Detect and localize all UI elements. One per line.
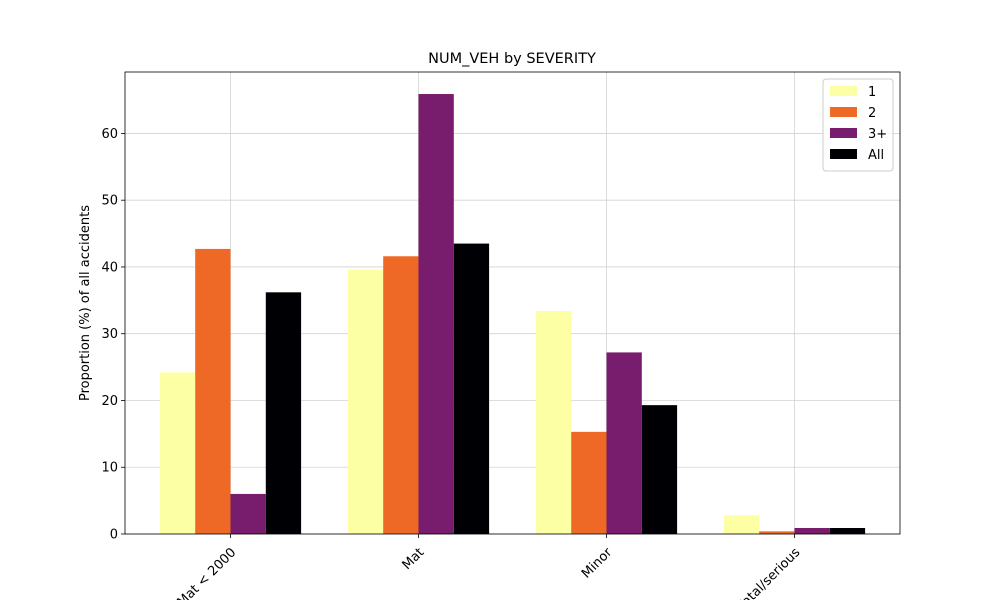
y-axis: 0 10 20 30 40 50 60 <box>101 127 125 543</box>
bars <box>159 94 866 534</box>
bar <box>230 493 266 534</box>
x-tick-label: Mat <box>400 545 428 573</box>
bar <box>759 531 795 534</box>
legend-swatch <box>830 128 857 138</box>
x-tick-label: Fatal/serious <box>735 545 804 600</box>
legend-label: 2 <box>868 106 876 121</box>
y-tick-label: 30 <box>101 327 118 342</box>
y-tick-label: 60 <box>101 127 118 142</box>
x-tick-label: Mat < 2000 <box>175 545 240 600</box>
grid <box>125 72 900 535</box>
legend-frame <box>822 78 894 172</box>
bar <box>571 431 607 534</box>
plot-frame <box>124 71 901 535</box>
legend-swatch <box>830 107 857 117</box>
y-tick-label: 40 <box>101 260 118 275</box>
x-tick-label: Minor <box>579 545 616 582</box>
bar <box>159 372 196 534</box>
bar <box>535 311 572 534</box>
chart-title: NUM_VEH by SEVERITY <box>428 51 596 67</box>
bar <box>418 94 454 534</box>
bar <box>829 527 866 534</box>
bar <box>383 256 419 534</box>
bar <box>641 405 678 534</box>
bar <box>606 352 642 534</box>
y-tick-label: 0 <box>110 528 118 543</box>
bar <box>347 269 384 534</box>
legend-label: All <box>868 148 884 163</box>
x-axis: Mat < 2000 Mat Minor Fatal/serious <box>175 534 804 600</box>
bar <box>723 515 760 534</box>
bar <box>195 248 231 534</box>
y-axis-label: Proportion (%) of all accidents <box>78 205 93 401</box>
y-tick-label: 20 <box>101 394 118 409</box>
legend-swatch <box>830 149 857 159</box>
legend: 1 2 3+ All <box>822 78 894 172</box>
bar <box>453 243 490 534</box>
y-tick-label: 50 <box>101 194 118 209</box>
legend-label: 3+ <box>868 127 887 142</box>
bar <box>265 292 302 534</box>
bar <box>794 527 830 534</box>
legend-label: 1 <box>868 85 876 100</box>
y-tick-label: 10 <box>101 461 118 476</box>
legend-swatch <box>830 86 857 96</box>
